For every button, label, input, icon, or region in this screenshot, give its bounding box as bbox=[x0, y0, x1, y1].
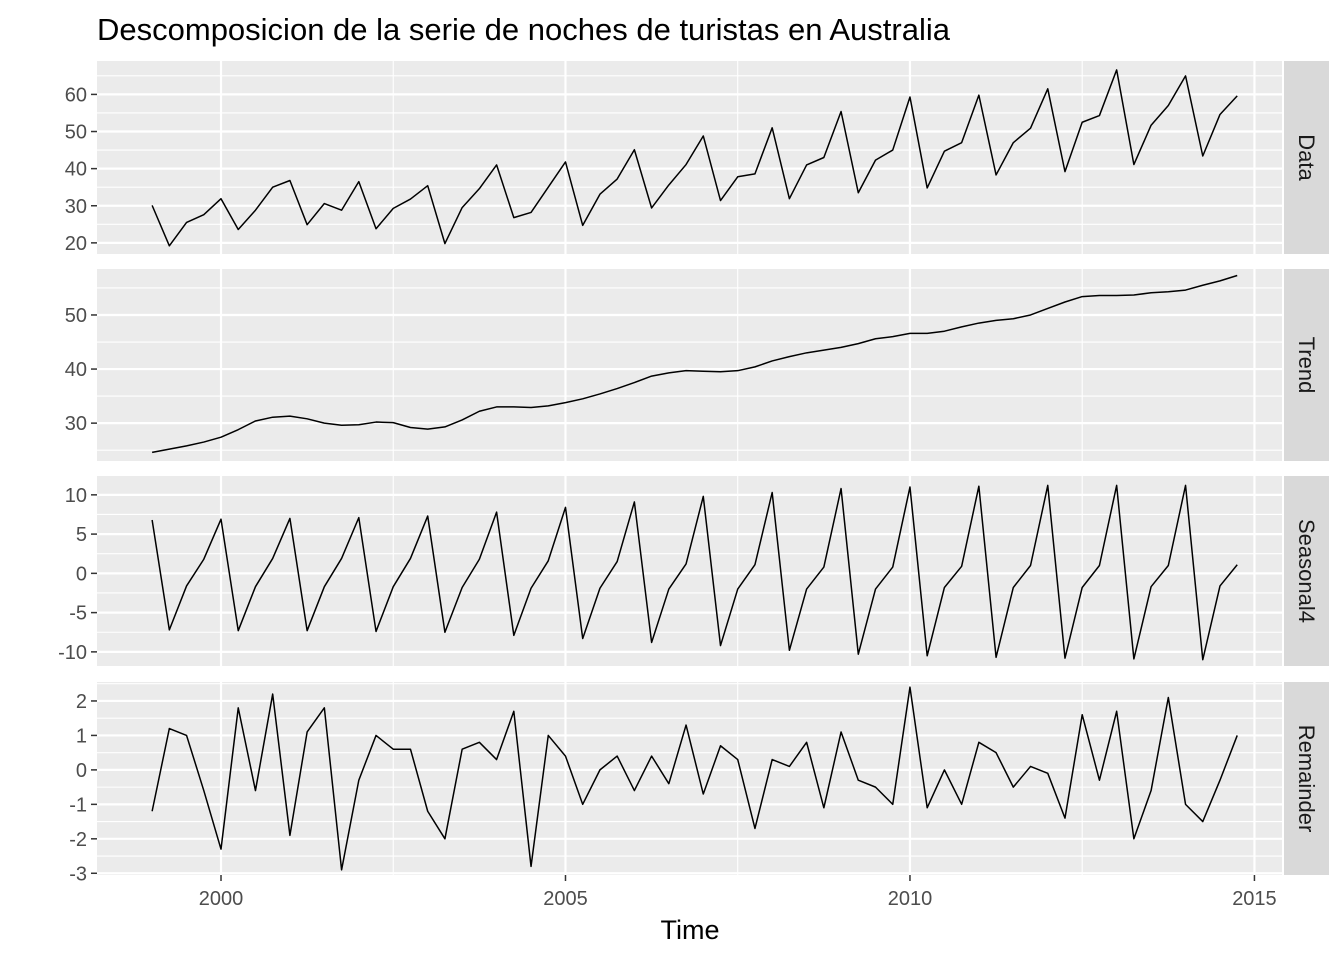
y-tick-label: 0 bbox=[76, 760, 87, 782]
facet-label-trend: Trend bbox=[1294, 337, 1319, 394]
y-tick-label: 40 bbox=[65, 159, 87, 181]
panel-remainder: -3 -2 -1 0 1 2 Remainder bbox=[69, 682, 1329, 885]
series-line-data bbox=[151, 69, 1238, 247]
panel-background bbox=[97, 269, 1282, 461]
y-tick-label: -3 bbox=[69, 863, 87, 885]
facet-label-remainder: Remainder bbox=[1294, 725, 1319, 833]
facet-strip bbox=[1284, 682, 1329, 875]
y-tick-label: 30 bbox=[65, 413, 87, 435]
x-tick-label: 2015 bbox=[1232, 888, 1277, 910]
panel-data: 20 30 40 50 60 Data bbox=[65, 61, 1329, 255]
facet-label-seasonal4: Seasonal4 bbox=[1294, 519, 1319, 623]
y-tick-label: 40 bbox=[65, 359, 87, 381]
panels-layer: 2030405060Data304050Trend-10-50510Season… bbox=[58, 61, 1329, 885]
panel-background bbox=[97, 476, 1282, 666]
y-tick-label: -1 bbox=[69, 794, 87, 816]
x-tick-label: 2005 bbox=[543, 888, 588, 910]
y-tick-label: 60 bbox=[65, 84, 87, 106]
panel-trend: 30 40 50 Trend bbox=[65, 269, 1329, 461]
x-axis: 2000 2005 2010 2015 bbox=[199, 875, 1277, 910]
y-tick-label: 1 bbox=[76, 725, 87, 747]
x-tick-label: 2000 bbox=[199, 888, 244, 910]
facet-strip bbox=[1284, 476, 1329, 666]
panel-background bbox=[97, 682, 1282, 875]
y-tick-label: -10 bbox=[58, 642, 87, 664]
chart-title: Descomposicion de la serie de noches de … bbox=[97, 12, 951, 47]
y-tick-label: -5 bbox=[69, 603, 87, 625]
panel-seasonal4: -10 -5 0 5 10 Seasonal4 bbox=[58, 476, 1329, 666]
x-axis-title: Time bbox=[661, 915, 720, 945]
y-tick-label: 5 bbox=[76, 524, 87, 546]
y-tick-label: 2 bbox=[76, 691, 87, 713]
series-line-remainder bbox=[151, 686, 1238, 871]
series-line-seasonal4 bbox=[151, 484, 1238, 661]
facet-strip bbox=[1284, 61, 1329, 254]
facet-label-data: Data bbox=[1294, 134, 1319, 181]
facet-strip bbox=[1284, 269, 1329, 461]
y-tick-label: 20 bbox=[65, 233, 87, 255]
y-tick-label: -2 bbox=[69, 829, 87, 851]
series-line-trend bbox=[151, 274, 1238, 454]
y-tick-label: 50 bbox=[65, 305, 87, 327]
y-tick-label: 30 bbox=[65, 196, 87, 218]
y-tick-label: 50 bbox=[65, 122, 87, 144]
y-tick-label: 10 bbox=[65, 485, 87, 507]
x-tick-label: 2010 bbox=[888, 888, 933, 910]
y-tick-label: 0 bbox=[76, 563, 87, 585]
